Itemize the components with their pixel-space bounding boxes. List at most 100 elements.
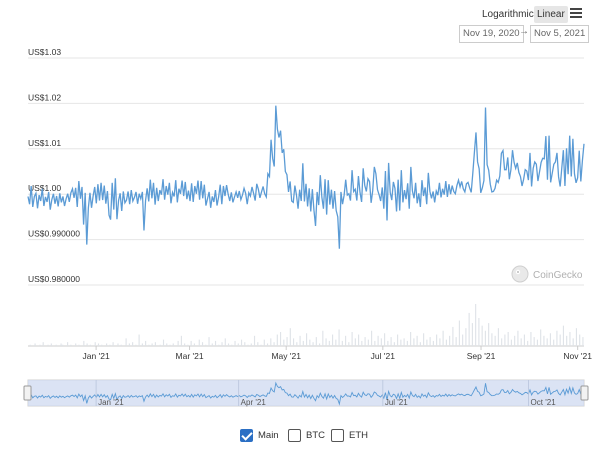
volume-bar (514, 335, 516, 346)
volume-bar (579, 334, 581, 346)
navigator-line (27, 381, 585, 406)
date-to-input[interactable]: Nov 5, 2021 (530, 25, 590, 43)
volume-bar (439, 338, 441, 346)
date-range-arrow: → (519, 26, 529, 37)
volume-bar (341, 340, 343, 346)
price-chart: US$1.03 US$1.02 US$1.01 US$1.00 US$0.990000 U… (23, 47, 592, 407)
volume-bar (452, 326, 454, 346)
navigator-date-labels: Jan '21 Apr '21 Jul '21 Oct '21 (95, 380, 557, 407)
volume-bar (224, 338, 226, 346)
volume-bar (306, 333, 308, 346)
volume-bar (125, 338, 127, 346)
x-tick-label: May '21 (271, 351, 301, 361)
volume-bar (39, 344, 41, 346)
y-tick-label: US$1.00 (28, 183, 61, 193)
navigator-left-handle[interactable] (23, 385, 32, 401)
volume-bar (266, 343, 269, 346)
navigator-right-handle[interactable] (580, 385, 589, 401)
volume-bar (78, 344, 80, 346)
volume-bar (55, 344, 57, 346)
volume-bar (374, 340, 376, 346)
eth-checkbox[interactable] (331, 428, 344, 442)
volume-bar (221, 342, 223, 346)
volume-bar (478, 318, 480, 346)
volume-bar (231, 344, 233, 346)
volume-bar (187, 344, 189, 346)
volume-bar (465, 328, 467, 346)
range-navigator[interactable]: Jan '21 Apr '21 Jul '21 Oct '21 (23, 379, 589, 407)
x-tick-label: Nov '21 (563, 351, 592, 361)
volume-bar (520, 338, 522, 346)
volume-bar (445, 339, 447, 346)
volume-bar (491, 333, 493, 346)
volume-bar (553, 339, 555, 346)
volume-bar (481, 325, 483, 346)
volume-bar (319, 343, 321, 346)
volume-bar (455, 337, 457, 346)
volume-bar (423, 333, 425, 346)
volume-bar (211, 343, 213, 346)
volume-bar (296, 342, 298, 346)
volume-bar (484, 330, 486, 346)
main-checkbox[interactable] (240, 428, 253, 442)
y-tick-label: US$0.990000 (28, 229, 80, 239)
volume-bar (393, 342, 395, 346)
volume-bar (159, 344, 161, 346)
volume-bar (397, 334, 399, 346)
volume-bar (354, 338, 356, 346)
volume-bar (413, 338, 415, 346)
volume-bar (328, 340, 330, 346)
volume-bar (154, 342, 156, 346)
btc-checkbox[interactable] (288, 428, 301, 442)
navigator-date-label: Oct '21 (531, 398, 557, 407)
volume-bar (208, 337, 210, 346)
volume-bar (384, 333, 386, 346)
logarithmic-scale-button[interactable]: Logarithmic (482, 9, 534, 20)
linear-scale-button[interactable]: Linear (534, 6, 568, 23)
hamburger-menu-icon[interactable] (570, 8, 582, 19)
navigator-date-label: Jan '21 (98, 398, 124, 407)
volume-bar (279, 332, 282, 346)
x-tick-label: Jul '21 (371, 351, 396, 361)
volume-bar (351, 332, 353, 346)
x-tick-label: Mar '21 (176, 351, 204, 361)
volume-bar (97, 343, 100, 346)
volume-bar (162, 339, 165, 346)
volume-bar (387, 340, 389, 346)
volume-bar (315, 337, 317, 346)
volume-bar (582, 337, 584, 346)
volume-bar (70, 344, 72, 346)
volume-bar (289, 328, 291, 346)
volume-bar (325, 338, 327, 346)
volume-bar (67, 342, 69, 346)
volume-bar (253, 335, 256, 346)
volume-bar (109, 344, 111, 346)
volume-bar (151, 343, 153, 346)
volume-bar (569, 332, 571, 346)
volume-bar (247, 344, 249, 346)
legend-item-eth[interactable]: ETH (331, 427, 368, 443)
volume-bar (429, 337, 431, 346)
volume-bar (148, 344, 150, 346)
volume-bar (426, 339, 428, 346)
watermark-text: CoinGecko (533, 270, 583, 281)
y-tick-label: US$1.03 (28, 47, 61, 57)
volume-bar (270, 338, 272, 346)
volume-bar (400, 339, 402, 346)
date-from-input[interactable]: Nov 19, 2020 (459, 25, 524, 43)
x-tick-label: Sep '21 (467, 351, 496, 361)
volume-bar (419, 342, 421, 346)
volume-bar (83, 340, 85, 346)
x-axis-labels: Jan '21 Mar '21 May '21 Jul '21 Sep '21 Nov '… (83, 346, 592, 361)
volume-bar (240, 339, 243, 346)
x-tick-label: Jan '21 (83, 351, 110, 361)
volume-bar (260, 344, 262, 346)
volume-bar (501, 338, 503, 346)
legend-item-btc[interactable]: BTC (288, 427, 325, 443)
volume-bar (276, 334, 278, 346)
volume-bar (364, 337, 366, 346)
legend-item-main[interactable]: Main (240, 427, 279, 443)
volume-bar (458, 320, 460, 346)
volume-bar (559, 334, 561, 346)
volume-bar (403, 338, 405, 346)
